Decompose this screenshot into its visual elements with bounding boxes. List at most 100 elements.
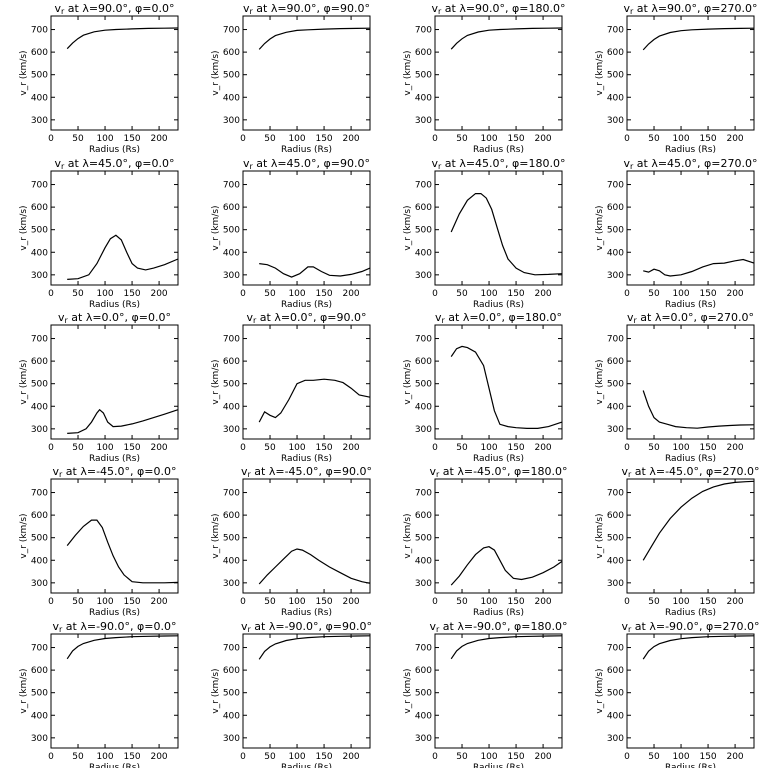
y-tick-label: 700 (223, 26, 240, 36)
x-tick-label: 0 (624, 752, 630, 762)
x-tick-label: 0 (240, 597, 246, 607)
y-axis-label: v_r (km/s) (211, 205, 221, 250)
y-tick-label: 300 (607, 579, 624, 589)
x-tick-label: 100 (288, 752, 305, 762)
panel-title: vr at λ=90.0°, φ=270.0° (623, 2, 757, 16)
x-tick-label: 200 (342, 597, 359, 607)
vr-curve (450, 345, 563, 429)
y-tick-label: 700 (415, 181, 432, 191)
x-tick-label: 100 (672, 289, 689, 299)
x-tick-label: 100 (288, 597, 305, 607)
y-tick-label: 400 (31, 556, 48, 566)
y-tick-label: 500 (415, 380, 432, 390)
x-tick-label: 0 (48, 289, 54, 299)
x-tick-label: 100 (96, 134, 113, 144)
x-tick-label: 0 (240, 289, 246, 299)
panel-13: vr at λ=-45.0°, φ=0.0° 0 50 100 150 200 300 400… (19, 465, 179, 618)
x-tick-label: 100 (96, 443, 113, 453)
x-tick-label: 0 (624, 134, 630, 144)
vr-curve (258, 27, 371, 50)
x-tick-label: 150 (315, 752, 332, 762)
x-tick-label: 150 (699, 597, 716, 607)
x-tick-label: 200 (150, 752, 167, 762)
x-tick-label: 150 (123, 443, 140, 453)
y-axis-label: v_r (km/s) (211, 359, 221, 404)
x-axis-label: Radius (Rs) (473, 763, 524, 768)
panel-title: vr at λ=-90.0°, φ=0.0° (52, 620, 176, 634)
x-axis-label: Radius (Rs) (281, 608, 332, 618)
x-tick-label: 100 (96, 752, 113, 762)
panel-18: vr at λ=-90.0°, φ=90.0° 0 50 100 150 200 300 40… (211, 620, 372, 768)
panel-2: vr at λ=90.0°, φ=90.0° 0 50 100 150 200 300 400… (211, 2, 371, 155)
vr-curve (450, 546, 563, 586)
x-tick-label: 50 (648, 289, 660, 299)
y-tick-label: 600 (223, 666, 240, 676)
plot-frame (434, 633, 563, 749)
x-tick-label: 150 (315, 597, 332, 607)
vr-curve (258, 548, 371, 585)
y-tick-label: 600 (31, 48, 48, 58)
y-tick-label: 500 (31, 534, 48, 544)
y-tick-label: 300 (31, 425, 48, 435)
y-tick-label: 600 (31, 357, 48, 367)
x-tick-label: 150 (699, 289, 716, 299)
vr-curve (450, 27, 563, 50)
y-axis-label: v_r (km/s) (403, 668, 413, 713)
x-tick-label: 150 (699, 443, 716, 453)
y-tick-label: 500 (415, 689, 432, 699)
x-axis-label: Radius (Rs) (665, 763, 716, 768)
vr-curve (450, 193, 563, 276)
plot-frame (242, 633, 371, 749)
x-tick-label: 0 (240, 752, 246, 762)
panel-title: vr at λ=90.0°, φ=0.0° (54, 2, 174, 16)
vr-curve (642, 27, 755, 51)
vr-curve (642, 390, 755, 429)
y-tick-label: 700 (415, 26, 432, 36)
x-tick-label: 150 (123, 597, 140, 607)
y-tick-label: 500 (607, 534, 624, 544)
panel-title: vr at λ=-45.0°, φ=270.0° (621, 465, 759, 479)
x-tick-label: 50 (264, 752, 276, 762)
panel-title: vr at λ=0.0°, φ=180.0° (435, 311, 562, 325)
x-tick-label: 200 (342, 443, 359, 453)
y-tick-label: 400 (31, 248, 48, 258)
x-tick-label: 100 (288, 134, 305, 144)
plot-frame (434, 324, 563, 440)
x-tick-label: 50 (264, 597, 276, 607)
y-tick-label: 300 (31, 271, 48, 281)
x-axis-label: Radius (Rs) (665, 608, 716, 618)
x-tick-label: 100 (480, 752, 497, 762)
plot-frame (626, 633, 755, 749)
x-tick-label: 100 (480, 289, 497, 299)
plot-frame (50, 478, 179, 594)
x-axis-label: Radius (Rs) (89, 300, 140, 310)
x-tick-label: 100 (288, 289, 305, 299)
plot-frame (434, 170, 563, 286)
x-axis-label: Radius (Rs) (473, 300, 524, 310)
plot-frame (242, 324, 371, 440)
x-tick-label: 100 (96, 289, 113, 299)
y-tick-label: 300 (223, 579, 240, 589)
y-tick-label: 600 (415, 511, 432, 521)
x-axis-label: Radius (Rs) (473, 608, 524, 618)
y-axis-label: v_r (km/s) (211, 50, 221, 95)
y-tick-label: 500 (223, 689, 240, 699)
panel-title: vr at λ=-90.0°, φ=180.0° (429, 620, 567, 634)
y-tick-label: 600 (415, 357, 432, 367)
plot-frame (50, 170, 179, 286)
y-tick-label: 600 (415, 203, 432, 213)
x-tick-label: 200 (534, 443, 551, 453)
x-tick-label: 200 (534, 597, 551, 607)
x-tick-label: 150 (507, 289, 524, 299)
x-axis-label: Radius (Rs) (281, 300, 332, 310)
x-tick-label: 0 (48, 443, 54, 453)
y-tick-label: 300 (223, 116, 240, 126)
x-tick-label: 150 (123, 134, 140, 144)
panel-16: vr at λ=-45.0°, φ=270.0° 0 50 100 150 200 300 4… (595, 465, 760, 618)
panel-5: vr at λ=45.0°, φ=0.0° 0 50 100 150 200 300 400 5… (19, 157, 179, 310)
x-tick-label: 200 (534, 134, 551, 144)
y-tick-label: 500 (223, 71, 240, 81)
y-tick-label: 700 (607, 26, 624, 36)
y-tick-label: 500 (31, 380, 48, 390)
y-tick-label: 500 (415, 226, 432, 236)
